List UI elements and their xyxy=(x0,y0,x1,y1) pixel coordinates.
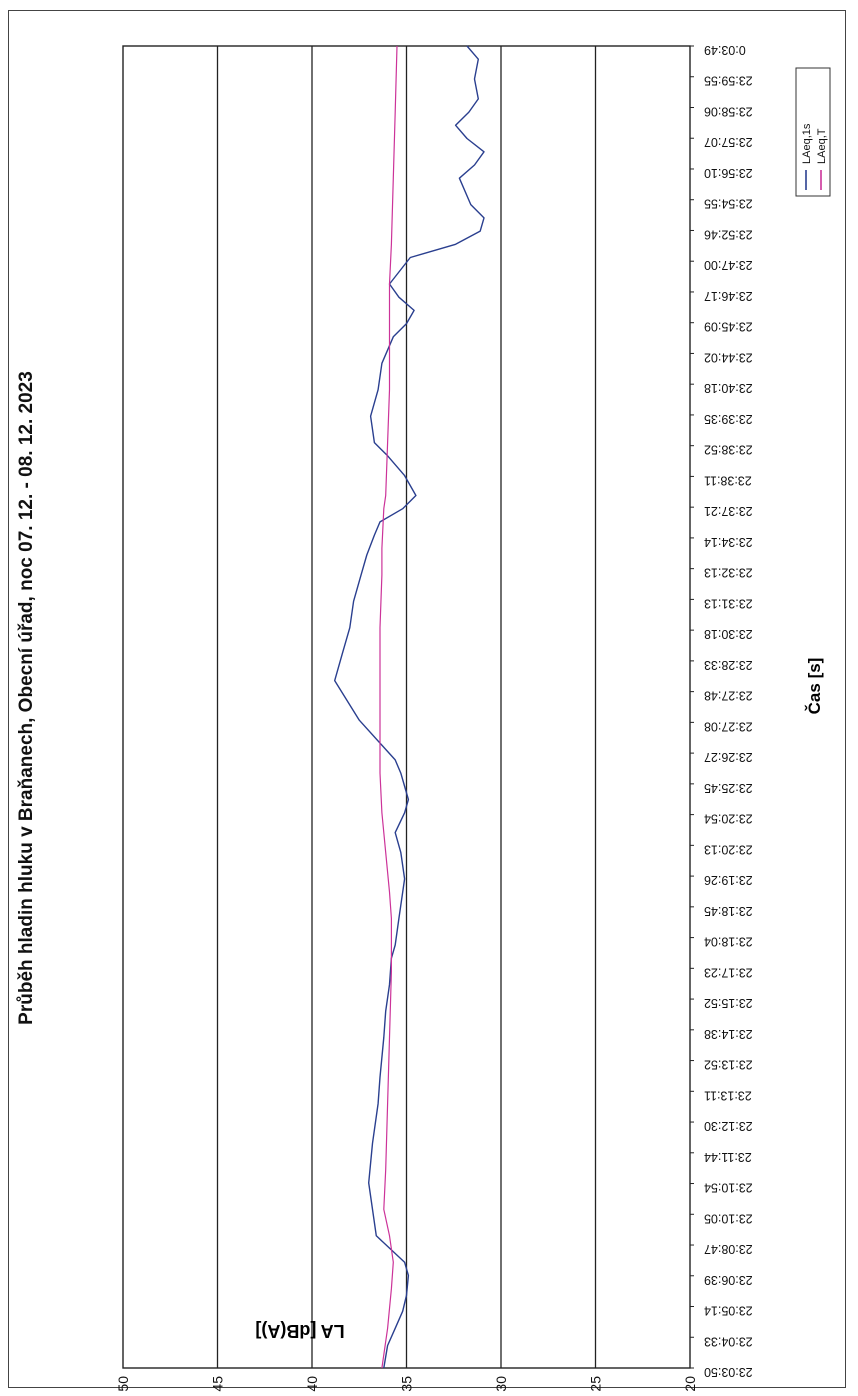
x-tick-label: 23:18:45 xyxy=(704,904,753,918)
x-tick-label: 23:11:44 xyxy=(704,1150,752,1164)
x-tick-label: 23:31:13 xyxy=(704,596,753,610)
x-tick-label: 23:20:13 xyxy=(704,842,753,856)
y-tick-label: 30 xyxy=(493,1376,509,1392)
y-tick-label: 45 xyxy=(210,1376,226,1392)
x-tick-label: 23:08:47 xyxy=(704,1242,753,1256)
x-tick-label: 23:04:33 xyxy=(704,1334,753,1348)
y-tick-label: 50 xyxy=(115,1376,131,1392)
x-tick-label: 23:18:04 xyxy=(704,935,753,949)
series-line-laeq-t xyxy=(379,45,398,1369)
chart-title: Průběh hladin hluku v Braňanech, Obecní … xyxy=(16,371,37,1025)
x-tick-label: 23:17:23 xyxy=(704,965,753,979)
x-tick-label: 23:20:54 xyxy=(704,812,753,826)
x-tick-label: 23:27:48 xyxy=(704,689,753,703)
x-tick-label: 0:03:49 xyxy=(704,43,746,57)
chart-frame xyxy=(8,10,846,1388)
x-tick-label: 23:10:54 xyxy=(704,1181,753,1195)
y-tick-label: 40 xyxy=(304,1376,320,1392)
x-tick-label: 23:46:17 xyxy=(704,289,753,303)
x-tick-label: 23:30:18 xyxy=(704,627,753,641)
y-tick-label: 25 xyxy=(588,1376,604,1392)
x-tick-label: 23:13:52 xyxy=(704,1058,753,1072)
x-tick-label: 23:12:30 xyxy=(704,1119,753,1133)
y-tick-label: 35 xyxy=(399,1376,415,1392)
x-tick-label: 23:44:02 xyxy=(704,350,753,364)
x-tick-label: 23:34:14 xyxy=(704,535,753,549)
x-tick-label: 23:25:45 xyxy=(704,781,753,795)
x-tick-label: 23:40:18 xyxy=(704,381,753,395)
x-tick-label: 23:06:39 xyxy=(704,1273,753,1287)
x-tick-label: 23:13:11 xyxy=(704,1088,752,1102)
x-tick-label: 23:27:08 xyxy=(704,719,753,733)
x-tick-label: 23:52:46 xyxy=(704,227,753,241)
x-tick-label: 23:05:14 xyxy=(704,1304,753,1318)
x-tick-label: 23:47:00 xyxy=(704,258,753,272)
x-tick-label: 23:38:11 xyxy=(704,473,752,487)
x-axis-label: Čas [s] xyxy=(805,657,824,715)
x-tick-label: 23:15:52 xyxy=(704,996,753,1010)
legend-box xyxy=(795,67,831,197)
legend-label: LAeq,T xyxy=(816,128,828,164)
y-tick-label: 20 xyxy=(682,1376,698,1392)
legend-label: LAeq,1s xyxy=(801,123,813,164)
x-tick-label: 23:38:52 xyxy=(704,443,753,457)
x-tick-label: 23:56:10 xyxy=(704,166,753,180)
x-tick-label: 23:39:35 xyxy=(704,412,753,426)
x-tick-label: 23:37:21 xyxy=(704,504,753,518)
x-tick-label: 23:58:06 xyxy=(704,104,753,118)
x-tick-label: 23:32:13 xyxy=(704,566,753,580)
x-tick-label: 23:57:07 xyxy=(704,135,753,149)
x-tick-label: 23:19:26 xyxy=(704,873,753,887)
x-tick-label: 23:59:55 xyxy=(704,74,753,88)
x-tick-label: 23:14:38 xyxy=(704,1027,753,1041)
x-tick-label: 23:26:27 xyxy=(704,750,753,764)
x-tick-label: 23:54:55 xyxy=(704,197,753,211)
y-axis-label: LA [dB(A)] xyxy=(255,1321,345,1341)
series-line-laeq-1s xyxy=(334,45,485,1369)
x-tick-label: 23:03:50 xyxy=(704,1365,753,1379)
x-tick-label: 23:28:33 xyxy=(704,658,753,672)
x-tick-label: 23:10:05 xyxy=(704,1211,753,1225)
x-tick-label: 23:45:09 xyxy=(704,320,753,334)
